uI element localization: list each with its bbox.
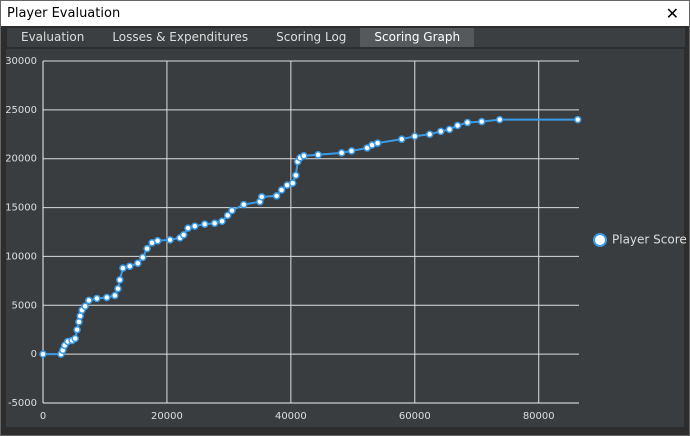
data-point (314, 151, 322, 159)
data-point (184, 224, 192, 232)
legend-label: Player Score (612, 233, 687, 247)
data-point (116, 276, 124, 284)
data-point (437, 127, 445, 136)
data-point (257, 193, 266, 201)
data-point (337, 149, 346, 157)
data-point (143, 244, 151, 253)
x-tick-label: 80000 (523, 411, 555, 422)
tab[interactable]: Scoring Log (276, 30, 347, 44)
data-point (288, 179, 297, 187)
x-tick-label: 0 (40, 411, 46, 422)
data-point (75, 318, 83, 326)
data-point (76, 312, 84, 320)
data-point (71, 334, 79, 343)
data-point (81, 302, 89, 311)
data-point (139, 253, 147, 262)
data-point (223, 211, 232, 220)
y-tick-label: -5000 (8, 398, 37, 409)
data-point (85, 296, 93, 305)
legend-marker (593, 233, 607, 247)
chart-background (6, 49, 684, 427)
y-tick-label: 15000 (5, 203, 37, 214)
x-tick-label: 40000 (275, 411, 307, 422)
data-point (272, 192, 281, 200)
data-point (240, 200, 248, 209)
x-tick-label: 60000 (399, 411, 431, 422)
data-point (111, 291, 119, 300)
data-point (445, 125, 454, 134)
data-point (218, 217, 226, 226)
data-point (114, 284, 122, 293)
data-point (191, 222, 199, 230)
tab[interactable]: Evaluation (21, 30, 85, 44)
title-bar: Player Evaluation ✕ (1, 1, 689, 26)
data-point (300, 152, 308, 160)
data-point (411, 132, 419, 140)
x-tick-label: 20000 (151, 411, 183, 422)
y-tick-label: 10000 (5, 251, 37, 262)
data-point (292, 171, 300, 180)
y-tick-label: 5000 (12, 300, 37, 311)
data-point (153, 237, 162, 245)
data-point (93, 294, 101, 303)
data-point (398, 135, 406, 143)
data-point (495, 115, 504, 124)
data-point (126, 262, 134, 270)
y-tick-label: 25000 (5, 105, 37, 116)
data-point (39, 350, 47, 358)
data-point (477, 117, 486, 126)
tab[interactable]: Scoring Graph (360, 28, 475, 47)
data-point (228, 206, 236, 215)
y-tick-label: 30000 (5, 56, 37, 67)
data-point (453, 121, 462, 130)
data-point (574, 115, 582, 124)
data-point (73, 325, 81, 334)
data-point (179, 231, 188, 239)
close-button[interactable]: ✕ (665, 4, 679, 23)
data-point (166, 236, 174, 244)
data-point (425, 130, 434, 139)
data-point (277, 186, 286, 194)
data-point (103, 293, 111, 302)
data-point (119, 264, 127, 272)
data-point (134, 259, 142, 268)
y-tick-label: 20000 (5, 154, 37, 165)
data-point (210, 219, 219, 227)
tab-bar: Evaluation Losses & Expenditures Scoring L… (7, 28, 685, 47)
data-point (200, 220, 209, 228)
tab[interactable]: Losses & Expenditures (112, 30, 249, 44)
window-title: Player Evaluation (7, 6, 121, 21)
data-point (347, 147, 356, 155)
y-tick-label: 0 (31, 349, 37, 360)
data-point (463, 118, 472, 127)
data-point (373, 139, 382, 147)
